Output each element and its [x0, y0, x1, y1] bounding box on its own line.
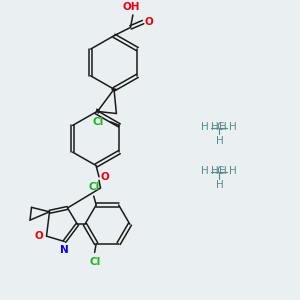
- Text: H: H: [211, 122, 219, 132]
- Text: C: C: [216, 167, 224, 176]
- Text: O: O: [35, 231, 44, 241]
- Text: Cl: Cl: [88, 182, 99, 192]
- Text: H: H: [219, 122, 227, 132]
- Text: H: H: [219, 167, 227, 176]
- Text: OH: OH: [123, 2, 140, 12]
- Text: H: H: [201, 122, 209, 132]
- Text: Cl: Cl: [92, 117, 103, 127]
- Text: O: O: [144, 17, 153, 27]
- Polygon shape: [112, 89, 116, 91]
- Text: H: H: [211, 167, 219, 176]
- Text: H: H: [216, 136, 224, 146]
- Polygon shape: [97, 109, 99, 113]
- Text: O: O: [100, 172, 109, 182]
- Text: Cl: Cl: [89, 257, 100, 267]
- Text: H: H: [229, 122, 237, 132]
- Text: H: H: [216, 180, 224, 190]
- Text: N: N: [60, 245, 69, 255]
- Text: C: C: [216, 122, 224, 132]
- Text: H: H: [229, 167, 237, 176]
- Text: H: H: [201, 167, 209, 176]
